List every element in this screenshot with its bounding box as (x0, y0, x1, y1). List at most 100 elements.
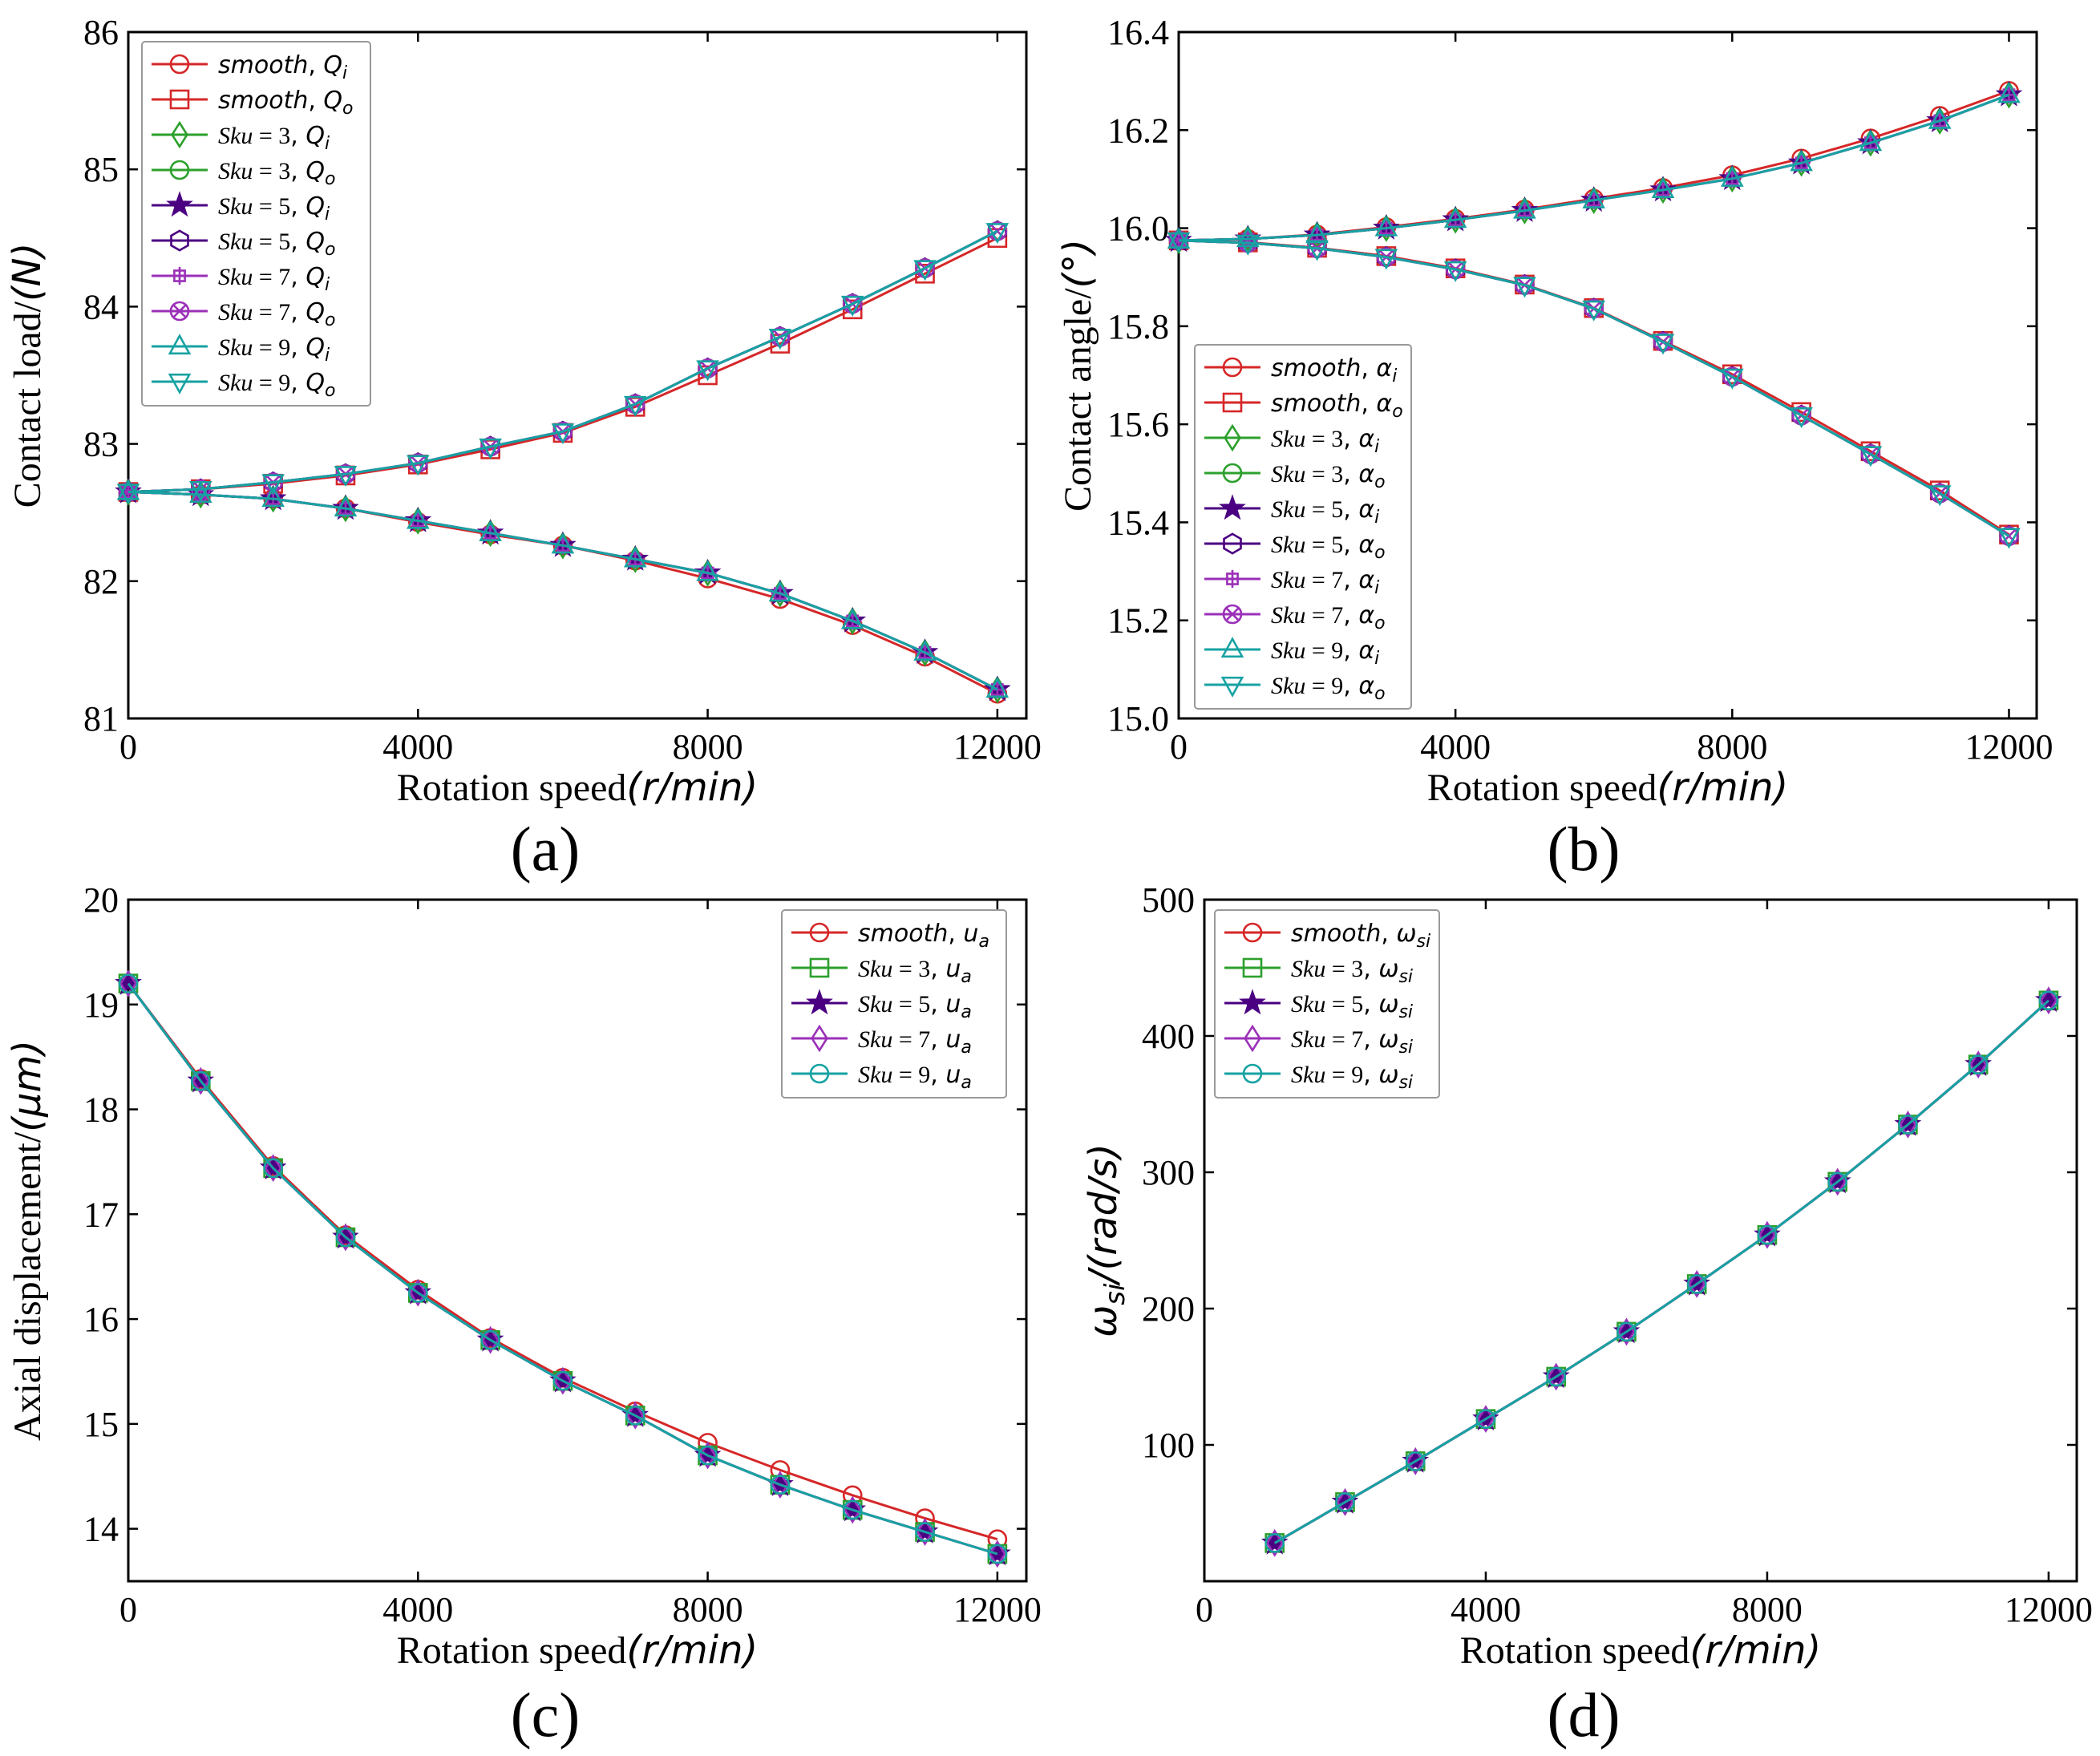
legend-marker (1244, 1024, 1261, 1053)
data-point (261, 486, 285, 508)
data-point (913, 260, 937, 281)
panel-label: (c) (511, 1680, 581, 1750)
data-point (1859, 130, 1883, 152)
data-point (335, 1227, 356, 1248)
legend-marker (1222, 357, 1243, 378)
data-point (407, 1283, 428, 1303)
x-tick-label: 4000 (1420, 727, 1491, 767)
data-point (1513, 277, 1536, 298)
chart-c: 0 4000 8000 12000 14 15 16 17 18 19 20 Rotation spe… (5, 880, 1042, 1750)
data-point (191, 1070, 211, 1091)
data-point (261, 474, 285, 496)
data-point (1405, 1451, 1426, 1471)
legend-marker (1242, 957, 1263, 978)
data-point (1928, 107, 1952, 129)
data-point (1997, 528, 2021, 549)
data-point (698, 365, 718, 386)
data-point (768, 328, 792, 350)
data-point (1928, 485, 1952, 507)
x-tick-label: 8000 (1732, 1590, 1803, 1629)
y-tick-label: 15.8 (1107, 307, 1169, 346)
y-tick-label: 81 (83, 699, 119, 738)
legend-marker (1223, 532, 1242, 555)
legend-box (1214, 909, 1440, 1099)
data-point (264, 1154, 282, 1183)
legend-marker (1242, 1063, 1263, 1084)
x-axis-label: Rotation speed(r/min) (397, 1628, 759, 1673)
y-tick-label: 84 (83, 287, 119, 326)
legend-entry: smooth, ωsi​ (1291, 920, 1430, 952)
legend-entry: Sku = 3, Qi​ (218, 122, 330, 154)
y-tick-label: 300 (1142, 1153, 1195, 1192)
data-point (1616, 1321, 1637, 1342)
y-tick-label: 83 (83, 425, 119, 464)
data-point (842, 1499, 863, 1520)
legend-entry: smooth, αi​ (1271, 354, 1397, 386)
data-point (840, 295, 864, 317)
legend-entry: Sku = 9, αo​ (1271, 672, 1386, 704)
panel-label: (a) (511, 814, 581, 884)
data-point (1264, 1533, 1285, 1553)
data-point (552, 1370, 573, 1391)
y-tick-label: 200 (1142, 1289, 1195, 1329)
data-point (551, 532, 575, 554)
data-point (771, 1471, 789, 1499)
legend-d: smooth, ωsi​Sku = 3, ωsi​Sku = 5, ωsi​ Sk… (1214, 909, 1440, 1099)
y-tick-label: 15.4 (1107, 503, 1169, 542)
legend-entry: Sku = 3, αo​ (1271, 460, 1386, 492)
legend-entry: smooth, Qo​ (218, 87, 354, 119)
data-point (118, 973, 139, 993)
data-point (913, 639, 937, 661)
y-tick-label: 100 (1142, 1426, 1195, 1465)
y-axis-label: Contact load/(N) (5, 243, 50, 508)
legend-marker (1219, 494, 1246, 520)
y-tick-label: 16 (83, 1300, 119, 1339)
legend-entry: Sku = 5, αo​ (1271, 531, 1386, 563)
data-point (1790, 407, 1813, 429)
data-point (1968, 1054, 1989, 1074)
y-tick-label: 400 (1142, 1017, 1195, 1056)
data-point (1305, 240, 1329, 261)
legend-entry: smooth, αo​ (1271, 390, 1403, 422)
legend-c: smooth, ua​Sku = 3, ua​Sku = 5, ua​ Sku =… (781, 909, 1007, 1099)
legend-marker (168, 334, 192, 355)
legend-marker (1239, 989, 1266, 1015)
data-point (1335, 1492, 1355, 1512)
data-point (1167, 232, 1191, 253)
legend-marker (806, 989, 833, 1015)
legend-entry: Sku = 7, Qi​ (218, 263, 330, 295)
data-point (406, 455, 430, 476)
series-line (127, 491, 998, 691)
series-c-4 (118, 973, 1008, 1564)
data-point (1443, 207, 1467, 229)
y-tick-label: 14 (83, 1510, 119, 1549)
chart-d: 0 4000 8000 12000 100 200 300 400 500 Rotation sp… (1081, 880, 2093, 1750)
legend-box (781, 909, 1007, 1099)
series-a-8 (116, 479, 1010, 698)
data-point (1721, 165, 1744, 187)
data-point (1443, 261, 1467, 282)
x-tick-label: 0 (1170, 727, 1188, 767)
legend-marker (168, 373, 192, 394)
x-tick-label: 4000 (382, 727, 453, 767)
legend-marker (1224, 423, 1241, 452)
series-a-9 (116, 223, 1010, 505)
data-point (2038, 990, 2059, 1011)
legend-box (1194, 344, 1412, 710)
y-tick-label: 15.0 (1107, 699, 1169, 738)
panel-label: (d) (1548, 1680, 1621, 1750)
legend-marker (1224, 570, 1241, 588)
y-tick-label: 82 (83, 562, 119, 601)
y-tick-label: 15.2 (1107, 601, 1169, 641)
data-point (1374, 249, 1398, 270)
series-b-9 (1167, 232, 2021, 549)
legend-marker (171, 120, 188, 149)
data-point (770, 334, 791, 354)
legend-b: smooth, αi​smooth, αo​Sku = 3, αi​Sku = … (1194, 344, 1412, 710)
legend-marker (169, 54, 190, 75)
legend-marker (171, 267, 188, 285)
x-tick-label: 4000 (382, 1590, 453, 1629)
data-point (1582, 300, 1606, 322)
series-line (127, 229, 998, 493)
data-point (1546, 1366, 1567, 1387)
